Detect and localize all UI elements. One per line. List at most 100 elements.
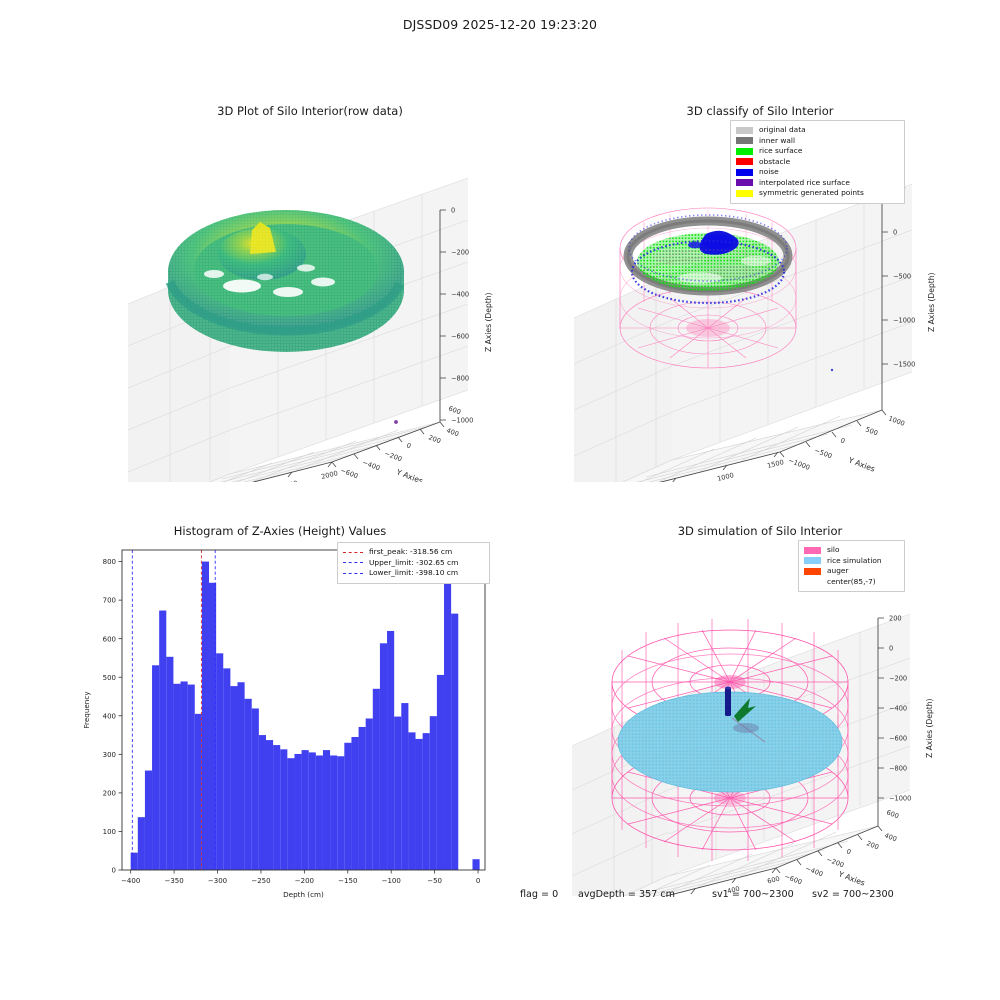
legend-swatch-rice-simulation	[804, 557, 821, 565]
svg-text:0: 0	[889, 645, 893, 653]
svg-text:200: 200	[103, 789, 116, 797]
svg-text:1000: 1000	[239, 489, 257, 501]
svg-text:−200: −200	[451, 249, 469, 257]
svg-text:−500: −500	[893, 273, 911, 281]
svg-text:0: 0	[649, 907, 655, 916]
svg-text:−400: −400	[121, 877, 140, 885]
legend-swatch-noise	[736, 168, 753, 176]
svg-text:−400: −400	[804, 864, 824, 878]
svg-text:0: 0	[893, 229, 897, 237]
raw-3d-axes: 0 −200 −400 −600 −800 −1000 Z Axies (Dep…	[127, 177, 493, 482]
legend-label: Lower_limit: -398.10 cm	[369, 568, 459, 578]
svg-text:−600: −600	[889, 735, 907, 743]
classify-ylabel: Y Axies	[846, 455, 876, 474]
svg-text:−400: −400	[889, 705, 907, 713]
legend-label: original data	[759, 125, 806, 134]
svg-text:200: 200	[685, 896, 699, 907]
svg-text:0: 0	[620, 499, 626, 508]
svg-text:−200: −200	[601, 916, 621, 928]
svg-text:0: 0	[476, 877, 480, 885]
svg-text:−200: −200	[889, 675, 907, 683]
svg-text:500: 500	[103, 674, 116, 682]
svg-text:400: 400	[726, 885, 740, 896]
sim-xlabel: X Axies	[644, 926, 673, 942]
svg-text:400: 400	[445, 426, 460, 438]
svg-text:1500: 1500	[766, 458, 784, 470]
panel-raw-3d-title: 3D Plot of Silo Interior(row data)	[217, 104, 403, 118]
svg-text:500: 500	[199, 501, 213, 512]
svg-text:−250: −250	[251, 877, 270, 885]
histogram-xlabel: Depth (cm)	[283, 890, 324, 899]
panel-classify-3d: 3D classify of Silo Interior	[560, 104, 960, 482]
legend-item: auger	[804, 566, 898, 577]
sim-ylabel: Y Axies	[836, 869, 866, 888]
legend-item: obstacle	[736, 157, 898, 168]
simulation-legend: silo rice simulation auger center(85,-7)	[798, 540, 905, 593]
legend-item: rice simulation	[804, 556, 898, 567]
svg-text:−400: −400	[361, 458, 381, 472]
panel-simulation-title: 3D simulation of Silo Interior	[677, 524, 843, 538]
simulation-3d-axes: 200 0 −200 −400 −600 −800 −1000 Z Axies …	[571, 613, 934, 896]
legend-line-lower-limit	[343, 572, 363, 574]
svg-text:−300: −300	[208, 877, 227, 885]
svg-text:−200: −200	[825, 855, 845, 869]
svg-text:2000: 2000	[320, 469, 338, 481]
legend-item: silo	[804, 545, 898, 556]
svg-text:0: 0	[112, 867, 116, 875]
svg-text:200: 200	[865, 839, 880, 851]
classify-xlabel: X Axies	[650, 508, 679, 524]
svg-text:600: 600	[766, 875, 780, 886]
legend-item: Lower_limit: -398.10 cm	[343, 568, 483, 579]
svg-text:400: 400	[883, 831, 898, 843]
svg-text:−1500: −1500	[893, 361, 915, 369]
legend-swatch-rice-surface	[736, 147, 753, 155]
svg-text:500: 500	[666, 485, 680, 496]
panel-raw-3d: 3D Plot of Silo Interior(row data)	[110, 104, 510, 482]
legend-swatch-symmetric-generated-points	[736, 189, 753, 197]
svg-text:−350: −350	[164, 877, 183, 885]
legend-label: inner wall	[759, 135, 796, 145]
legend-item: interpolated rice surface	[736, 178, 898, 189]
legend-swatch-interpolated-rice-surface	[736, 179, 753, 187]
svg-text:100: 100	[103, 828, 116, 836]
svg-text:300: 300	[103, 751, 116, 759]
svg-text:800: 800	[103, 558, 116, 566]
svg-text:−400: −400	[559, 926, 579, 938]
svg-text:0: 0	[845, 847, 852, 856]
legend-label: rice surface	[759, 146, 803, 156]
panel-simulation-3d: 3D simulation of Silo Interior	[560, 524, 960, 904]
raw-point-cloud	[165, 210, 405, 424]
legend-swatch-inner-wall	[736, 137, 753, 145]
svg-text:600: 600	[103, 635, 116, 643]
svg-text:600: 600	[447, 404, 462, 416]
legend-label: auger	[827, 566, 849, 576]
svg-text:−800: −800	[451, 375, 469, 383]
svg-text:1000: 1000	[887, 414, 906, 427]
svg-text:500: 500	[864, 425, 879, 437]
legend-label: silo	[827, 545, 840, 554]
classify-3d-axes: 500 0 −500 −1000 −1500 Z Axies (Depth) −…	[573, 183, 936, 483]
svg-text:−1000: −1000	[889, 795, 911, 803]
svg-text:1000: 1000	[716, 471, 734, 483]
legend-item: symmetric generated points	[736, 188, 898, 199]
svg-text:−600: −600	[451, 333, 469, 341]
legend-swatch-auger	[804, 567, 821, 575]
legend-swatch-silo	[804, 546, 821, 554]
legend-label: interpolated rice surface	[759, 177, 850, 187]
auger-assembly	[725, 686, 766, 743]
svg-text:−400: −400	[451, 291, 469, 299]
legend-label: rice simulation	[827, 555, 882, 565]
legend-label: obstacle	[759, 156, 791, 166]
svg-text:−200: −200	[383, 449, 403, 463]
svg-text:−500: −500	[561, 510, 581, 522]
classify-zlabel: Z Axies (Depth)	[927, 272, 936, 332]
svg-text:−500: −500	[813, 446, 833, 460]
histogram-legend: first_peak: -318.56 cm Upper_limit: -302…	[337, 542, 490, 584]
svg-text:−50: −50	[427, 877, 442, 885]
svg-text:−600: −600	[783, 872, 803, 886]
classified-point-cloud	[623, 214, 834, 372]
svg-text:−800: −800	[889, 765, 907, 773]
legend-item: noise	[736, 167, 898, 178]
svg-text:1500: 1500	[280, 479, 298, 491]
